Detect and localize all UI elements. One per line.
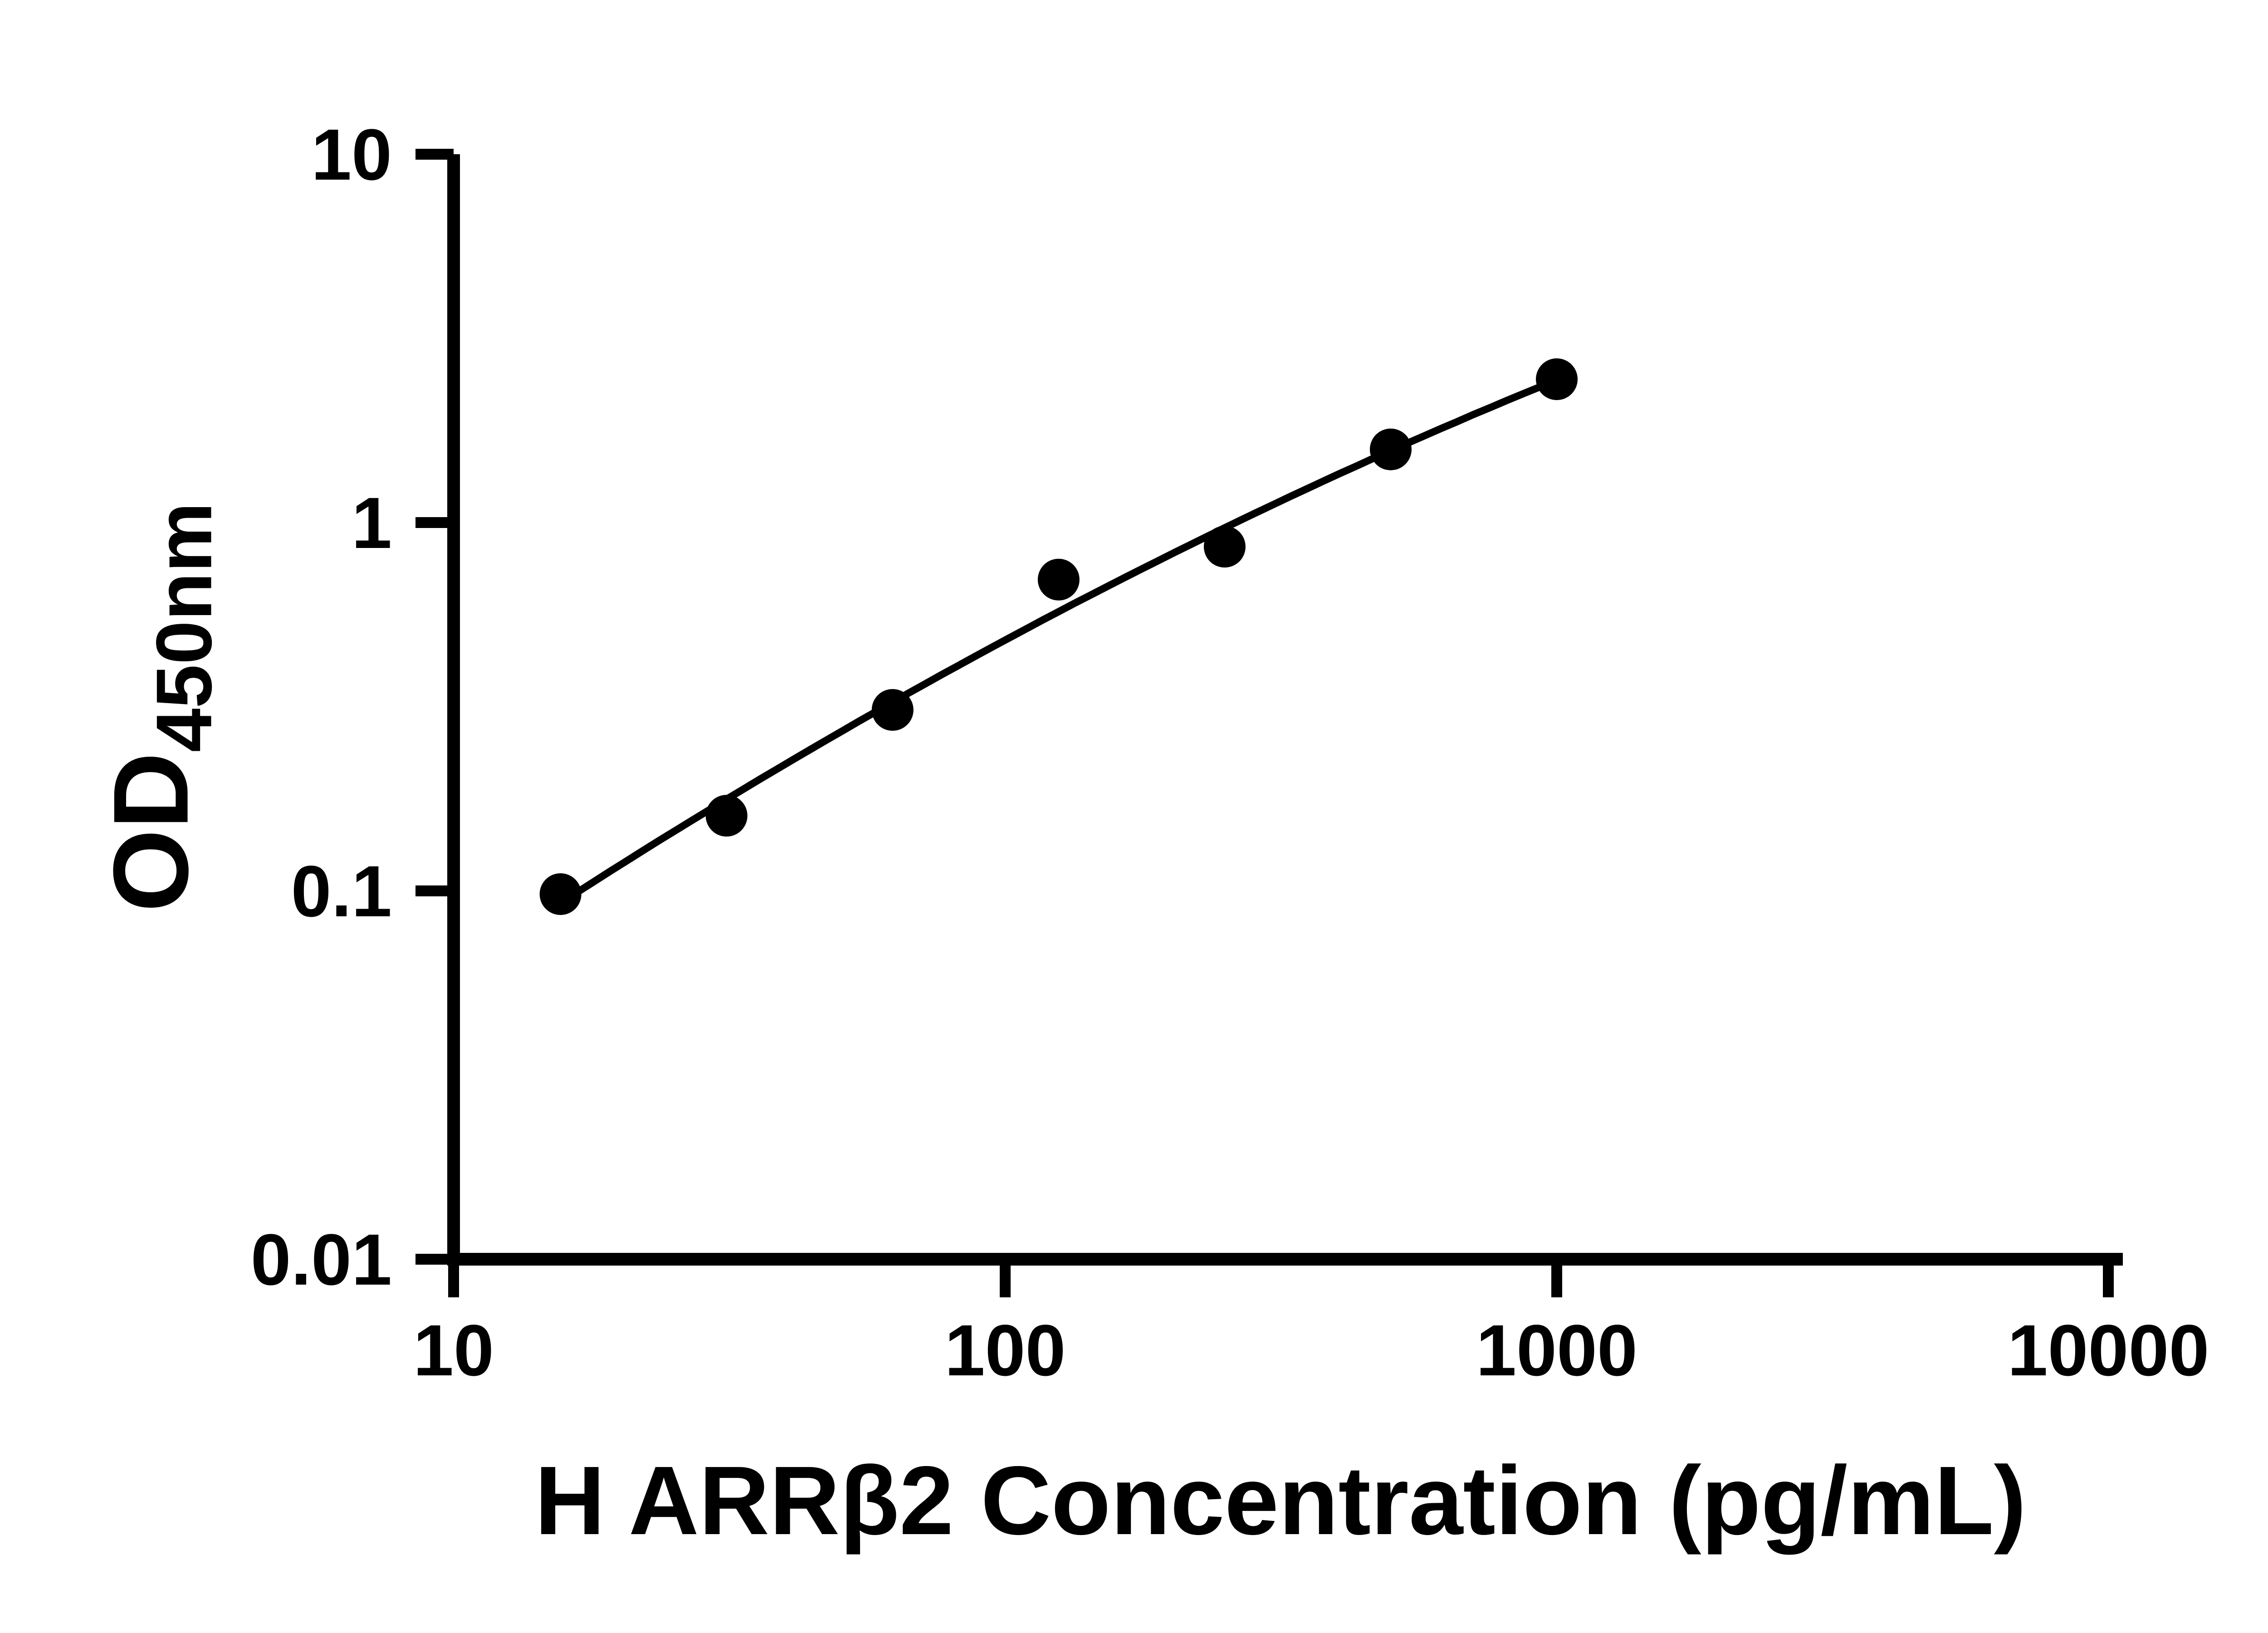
data-point (1536, 358, 1578, 400)
data-point (1369, 428, 1412, 470)
data-point (1203, 526, 1246, 568)
x-tick-label: 10 (413, 1310, 494, 1391)
x-axis-title: H ARRβ2 Concentration (pg/mL) (534, 1446, 2027, 1555)
y-tick-label: 0.01 (251, 1219, 392, 1300)
x-tick-label: 100 (945, 1310, 1066, 1391)
x-tick-label: 10000 (2008, 1310, 2209, 1391)
data-point (871, 689, 914, 731)
y-axis-title-subscript: 450nm (140, 502, 228, 753)
y-tick-label: 0.1 (291, 851, 392, 932)
y-tick-label: 1 (352, 482, 392, 563)
data-point (705, 795, 748, 837)
data-point (539, 873, 582, 915)
data-point (1037, 558, 1080, 601)
y-tick-label: 10 (311, 114, 392, 195)
y-axis-title: OD450nm (89, 502, 228, 912)
y-axis-title-main: OD (91, 752, 210, 912)
x-tick-label: 1000 (1476, 1310, 1637, 1391)
